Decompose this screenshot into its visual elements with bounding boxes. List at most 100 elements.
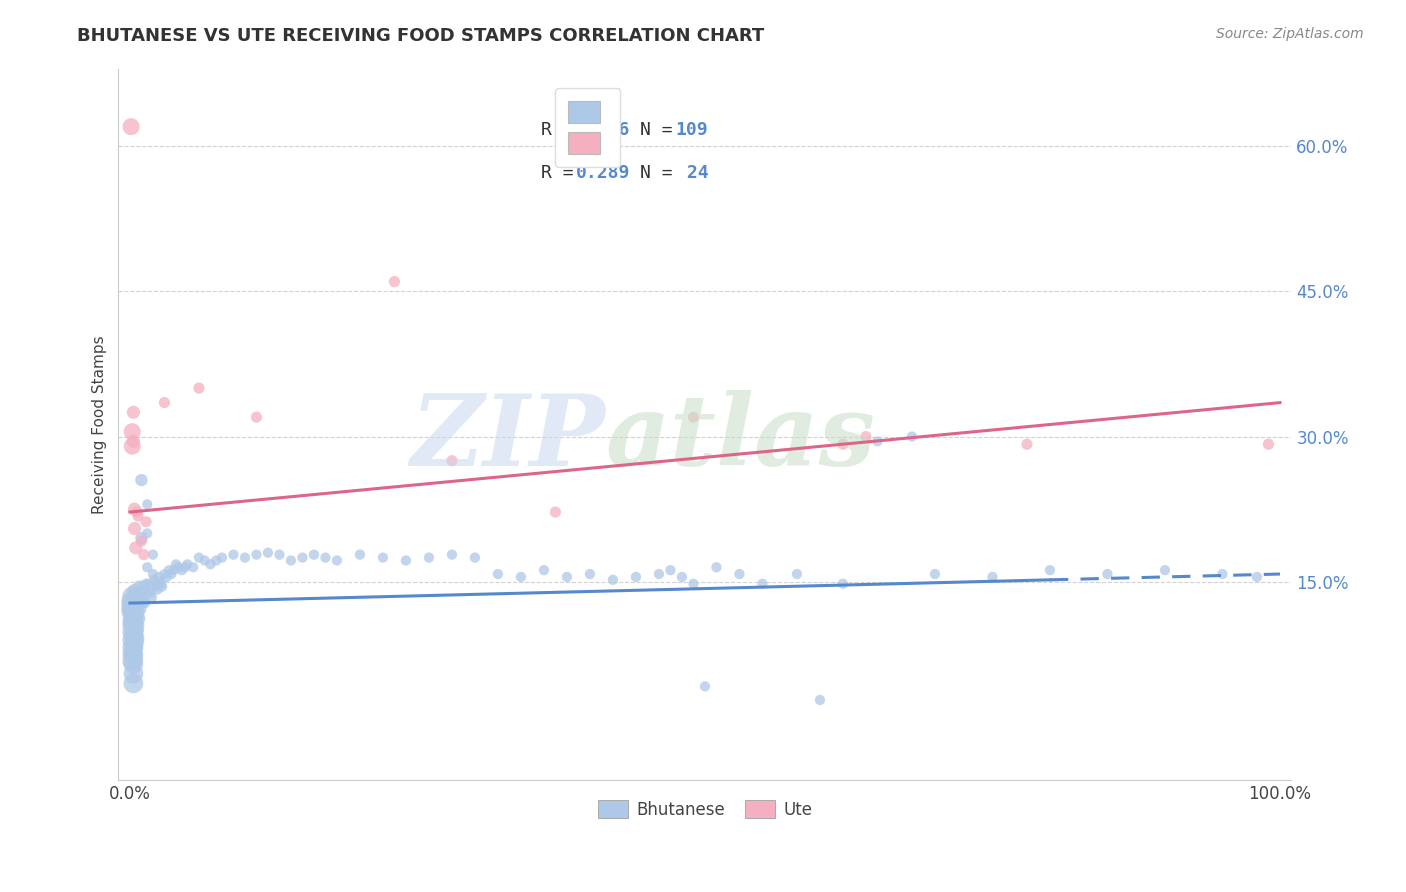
Point (134, 582, 156, 597)
Point (124, 522, 146, 536)
Point (127, 508, 149, 523)
Point (121, 654, 143, 668)
Point (384, 275, 406, 289)
Point (751, 576, 773, 591)
Point (1154, 563, 1177, 577)
Point (125, 606, 148, 620)
Point (200, 558, 222, 572)
Point (122, 615, 145, 630)
Point (624, 570, 647, 584)
Point (187, 550, 209, 565)
Point (124, 635, 146, 649)
Point (122, 657, 145, 671)
Point (181, 560, 204, 574)
Text: 109: 109 (676, 121, 709, 139)
Point (122, 596, 145, 610)
Point (122, 628, 145, 642)
Point (127, 608, 149, 623)
Point (121, 648, 143, 662)
Point (165, 558, 187, 572)
Point (257, 546, 280, 560)
Point (866, 434, 889, 449)
Point (125, 615, 148, 630)
Point (121, 625, 143, 640)
Point (143, 576, 166, 591)
Point (132, 548, 155, 562)
Text: R =: R = (541, 164, 585, 182)
Point (682, 410, 704, 425)
Point (124, 599, 146, 613)
Text: 0.289: 0.289 (576, 164, 630, 182)
Point (129, 602, 152, 616)
Point (269, 548, 291, 562)
Point (121, 590, 143, 604)
Point (142, 548, 165, 562)
Point (579, 567, 602, 582)
Text: R =: R = (541, 121, 585, 139)
Point (132, 594, 155, 608)
Point (245, 548, 267, 562)
Point (706, 560, 728, 574)
Point (187, 381, 209, 395)
Point (121, 614, 143, 628)
Point (150, 576, 173, 591)
Point (146, 582, 169, 597)
Point (659, 563, 682, 577)
Point (194, 553, 217, 567)
Point (682, 576, 704, 591)
Point (122, 638, 145, 652)
Point (291, 550, 314, 565)
Point (143, 573, 166, 587)
Point (786, 567, 808, 582)
Point (125, 618, 148, 632)
Point (326, 553, 349, 567)
Point (128, 596, 150, 610)
Point (122, 405, 145, 419)
Point (127, 623, 149, 637)
Point (832, 576, 855, 591)
Point (440, 454, 463, 468)
Point (131, 534, 153, 549)
Point (533, 563, 555, 577)
Point (150, 580, 173, 594)
Point (728, 567, 751, 582)
Text: atlas: atlas (605, 391, 876, 487)
Point (122, 608, 145, 623)
Point (122, 648, 145, 662)
Point (555, 570, 578, 584)
Point (131, 531, 153, 545)
Point (125, 586, 148, 600)
Y-axis label: Receiving Food Stamps: Receiving Food Stamps (93, 335, 107, 514)
Point (648, 567, 671, 582)
Point (135, 576, 157, 591)
Point (153, 567, 176, 582)
Point (125, 602, 148, 616)
Point (120, 594, 142, 608)
Point (138, 576, 160, 591)
Point (371, 550, 394, 565)
Text: 0.076: 0.076 (576, 121, 630, 139)
Point (121, 439, 143, 453)
Point (148, 570, 170, 584)
Point (855, 429, 877, 443)
Point (832, 437, 855, 451)
Point (176, 558, 198, 572)
Point (1246, 570, 1268, 584)
Point (602, 573, 624, 587)
Point (233, 550, 256, 565)
Point (145, 580, 167, 594)
Text: Source: ZipAtlas.com: Source: ZipAtlas.com (1216, 27, 1364, 41)
Point (139, 586, 162, 600)
Point (135, 515, 157, 529)
Point (124, 584, 146, 599)
Point (174, 560, 197, 574)
Point (149, 574, 172, 589)
Point (122, 666, 145, 681)
Point (125, 592, 148, 607)
Point (120, 604, 142, 618)
Point (314, 550, 336, 565)
Point (127, 594, 149, 608)
Point (163, 563, 186, 577)
Point (349, 548, 371, 562)
Point (125, 631, 148, 645)
